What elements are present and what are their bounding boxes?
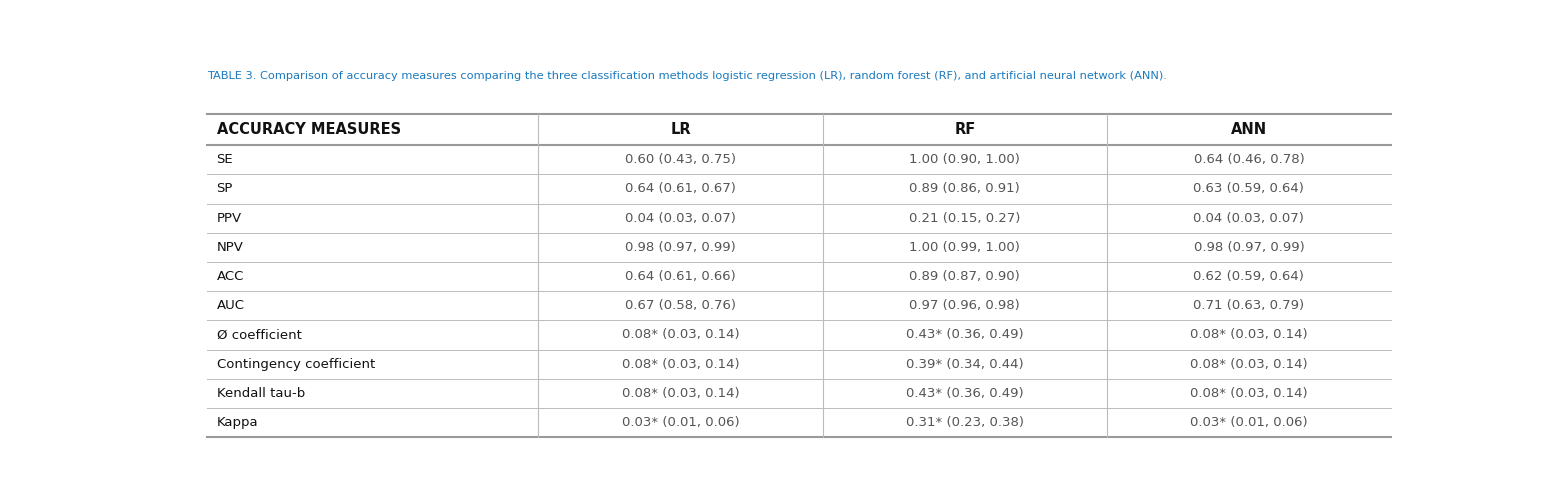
Text: 0.43* (0.36, 0.49): 0.43* (0.36, 0.49) (906, 328, 1024, 341)
Text: ACCURACY MEASURES: ACCURACY MEASURES (217, 122, 401, 137)
Text: 0.21 (0.15, 0.27): 0.21 (0.15, 0.27) (909, 212, 1021, 225)
Text: 0.08* (0.03, 0.14): 0.08* (0.03, 0.14) (1190, 358, 1308, 371)
Text: SE: SE (217, 153, 234, 166)
Text: 0.89 (0.86, 0.91): 0.89 (0.86, 0.91) (909, 183, 1020, 196)
Text: 0.64 (0.61, 0.67): 0.64 (0.61, 0.67) (625, 183, 736, 196)
Text: PPV: PPV (217, 212, 242, 225)
Text: 0.98 (0.97, 0.99): 0.98 (0.97, 0.99) (625, 241, 736, 254)
Text: 0.43* (0.36, 0.49): 0.43* (0.36, 0.49) (906, 387, 1024, 400)
Text: 0.04 (0.03, 0.07): 0.04 (0.03, 0.07) (625, 212, 736, 225)
Text: Ø coefficient: Ø coefficient (217, 328, 301, 341)
Text: 0.03* (0.01, 0.06): 0.03* (0.01, 0.06) (622, 416, 739, 429)
Text: NPV: NPV (217, 241, 243, 254)
Text: 1.00 (0.90, 1.00): 1.00 (0.90, 1.00) (909, 153, 1020, 166)
Text: 0.39* (0.34, 0.44): 0.39* (0.34, 0.44) (906, 358, 1024, 371)
Text: 0.62 (0.59, 0.64): 0.62 (0.59, 0.64) (1194, 270, 1305, 283)
Text: 0.03* (0.01, 0.06): 0.03* (0.01, 0.06) (1190, 416, 1308, 429)
Text: 0.08* (0.03, 0.14): 0.08* (0.03, 0.14) (622, 328, 739, 341)
Text: 0.64 (0.61, 0.66): 0.64 (0.61, 0.66) (625, 270, 736, 283)
Text: 0.64 (0.46, 0.78): 0.64 (0.46, 0.78) (1194, 153, 1305, 166)
Text: 0.08* (0.03, 0.14): 0.08* (0.03, 0.14) (1190, 387, 1308, 400)
Text: 0.63 (0.59, 0.64): 0.63 (0.59, 0.64) (1194, 183, 1305, 196)
Text: TABLE 3. Comparison of accuracy measures comparing the three classification meth: TABLE 3. Comparison of accuracy measures… (207, 71, 1166, 81)
Text: LR: LR (670, 122, 691, 137)
Text: ACC: ACC (217, 270, 245, 283)
Text: 0.08* (0.03, 0.14): 0.08* (0.03, 0.14) (622, 387, 739, 400)
Text: Kendall tau-b: Kendall tau-b (217, 387, 306, 400)
Text: RF: RF (954, 122, 976, 137)
Text: 0.67 (0.58, 0.76): 0.67 (0.58, 0.76) (625, 299, 736, 312)
Text: 0.98 (0.97, 0.99): 0.98 (0.97, 0.99) (1194, 241, 1305, 254)
Text: Kappa: Kappa (217, 416, 259, 429)
Text: 0.71 (0.63, 0.79): 0.71 (0.63, 0.79) (1193, 299, 1305, 312)
Text: 0.97 (0.96, 0.98): 0.97 (0.96, 0.98) (909, 299, 1020, 312)
Text: SP: SP (217, 183, 232, 196)
Text: 0.08* (0.03, 0.14): 0.08* (0.03, 0.14) (1190, 328, 1308, 341)
Text: 0.04 (0.03, 0.07): 0.04 (0.03, 0.07) (1194, 212, 1305, 225)
Text: 0.08* (0.03, 0.14): 0.08* (0.03, 0.14) (622, 358, 739, 371)
Text: 0.89 (0.87, 0.90): 0.89 (0.87, 0.90) (909, 270, 1020, 283)
Text: Contingency coefficient: Contingency coefficient (217, 358, 374, 371)
Text: 1.00 (0.99, 1.00): 1.00 (0.99, 1.00) (909, 241, 1020, 254)
Text: AUC: AUC (217, 299, 245, 312)
Text: 0.60 (0.43, 0.75): 0.60 (0.43, 0.75) (625, 153, 736, 166)
Text: 0.31* (0.23, 0.38): 0.31* (0.23, 0.38) (906, 416, 1024, 429)
Text: ANN: ANN (1232, 122, 1267, 137)
